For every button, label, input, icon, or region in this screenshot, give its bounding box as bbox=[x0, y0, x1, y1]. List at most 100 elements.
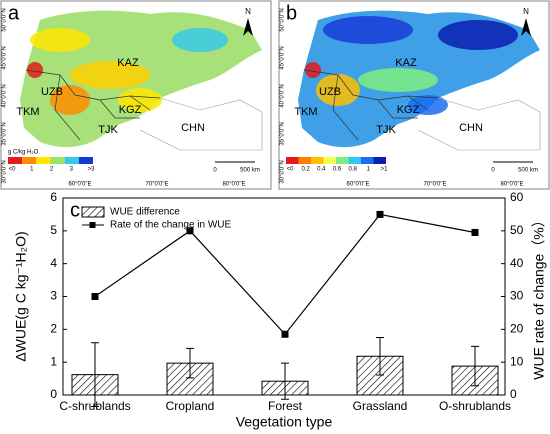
map-patch bbox=[323, 16, 413, 44]
lat-label: 45°0'0"N bbox=[2, 46, 8, 69]
country-label: UZB bbox=[319, 86, 341, 98]
legend-label: <0 bbox=[287, 167, 295, 173]
y2-tick-label: 0 bbox=[510, 387, 517, 401]
y2-tick-label: 10 bbox=[510, 354, 524, 368]
map-patch bbox=[172, 28, 228, 52]
map-patch bbox=[27, 62, 43, 78]
legend-swatch bbox=[323, 157, 336, 164]
lon-label: 70°0'0"E bbox=[145, 182, 168, 188]
map-patch bbox=[316, 74, 360, 106]
legend-label: 2 bbox=[50, 167, 54, 173]
country-label: CHN bbox=[181, 122, 205, 134]
y2-tick-label: 50 bbox=[510, 223, 524, 237]
y-axis-title: ΔWUE(g C kg⁻¹H₂O) bbox=[13, 231, 29, 361]
lon-label: 80°0'0"E bbox=[500, 182, 523, 188]
lon-label: 60°0'0"E bbox=[346, 182, 369, 188]
line-marker bbox=[281, 330, 289, 338]
y2-axis-title: WUE rate of change（%） bbox=[531, 213, 547, 380]
lat-label: 45°0'0"N bbox=[280, 46, 286, 69]
legend-swatch bbox=[336, 157, 349, 164]
x-tick-label: Grassland bbox=[353, 399, 408, 413]
map-patch bbox=[438, 20, 518, 50]
legend-marker bbox=[89, 222, 96, 228]
lat-label: 30°0'0"N bbox=[2, 160, 8, 183]
legend-swatch bbox=[64, 157, 79, 164]
country-label: TJK bbox=[98, 124, 118, 136]
error-bar bbox=[471, 345, 479, 387]
y2-tick-label: 20 bbox=[510, 322, 524, 336]
legend-label: >1 bbox=[381, 167, 389, 173]
error-bar bbox=[281, 362, 289, 400]
error-bar bbox=[91, 342, 99, 407]
country-label: KAZ bbox=[117, 57, 139, 69]
north-arrow bbox=[243, 18, 253, 36]
legend-swatch bbox=[298, 157, 311, 164]
error-bar bbox=[186, 347, 194, 379]
legend-swatch bbox=[348, 157, 361, 164]
lat-label: 35°0'0"N bbox=[280, 122, 286, 145]
line-marker bbox=[186, 227, 194, 235]
north-label: N bbox=[523, 7, 529, 16]
legend-swatch bbox=[78, 157, 93, 164]
y-tick-label: 0 bbox=[50, 387, 57, 401]
lat-label: 40°0'0"N bbox=[2, 84, 8, 107]
map-patch bbox=[70, 61, 150, 89]
north-label: N bbox=[245, 7, 251, 16]
country-label: TJK bbox=[376, 124, 396, 136]
lat-label: 50°0'0"N bbox=[280, 8, 286, 31]
legend-label: <0 bbox=[9, 167, 17, 173]
country-borders bbox=[303, 69, 439, 141]
lon-label: 80°0'0"E bbox=[222, 182, 245, 188]
map-patch bbox=[118, 88, 162, 112]
country-label: KAZ bbox=[395, 57, 417, 69]
y-tick-label: 2 bbox=[50, 322, 57, 336]
legend-label: 1 bbox=[30, 167, 34, 173]
country-label: CHN bbox=[459, 122, 483, 134]
error-bar bbox=[376, 337, 384, 376]
legend-label: Rate of the change in WUE bbox=[110, 220, 232, 231]
lat-label: 50°0'0"N bbox=[2, 8, 8, 31]
legend-label: 3 bbox=[70, 167, 74, 173]
y-tick-label: 3 bbox=[50, 289, 57, 303]
y-tick-label: 1 bbox=[50, 354, 57, 368]
y2-tick-label: 60 bbox=[510, 190, 524, 204]
y2-tick-label: 30 bbox=[510, 289, 524, 303]
legend-swatch bbox=[81, 206, 105, 218]
y-tick-label: 4 bbox=[50, 256, 57, 270]
line-marker bbox=[91, 293, 99, 300]
map-patch bbox=[305, 62, 321, 78]
legend-title: g C/kg H₂O bbox=[8, 150, 39, 156]
scale-label: 500 km bbox=[240, 168, 260, 174]
lat-label: 40°0'0"N bbox=[280, 84, 286, 107]
country-label: KGZ bbox=[397, 104, 420, 116]
lon-label: 60°0'0"E bbox=[68, 182, 91, 188]
map-patch bbox=[408, 95, 448, 115]
x-tick-label: O-shrublands bbox=[439, 399, 511, 413]
y-tick-label: 6 bbox=[50, 190, 57, 204]
country-label: KGZ bbox=[119, 104, 142, 116]
north-arrow bbox=[521, 18, 531, 36]
line-marker bbox=[471, 228, 479, 236]
panel-label: a bbox=[8, 2, 20, 24]
legend-swatch bbox=[50, 157, 65, 164]
country-label: TKM bbox=[294, 106, 317, 118]
scale-label: 0 bbox=[491, 168, 495, 174]
legend-label: >3 bbox=[88, 167, 96, 173]
map-patch bbox=[358, 68, 438, 92]
legend-swatch bbox=[373, 157, 386, 164]
y2-tick-label: 40 bbox=[510, 256, 524, 270]
legend-swatch bbox=[286, 157, 299, 164]
x-axis-title: Vegetation type bbox=[236, 414, 333, 430]
x-tick-label: Forest bbox=[268, 399, 303, 413]
legend-swatch bbox=[361, 157, 374, 164]
x-tick-label: Cropland bbox=[166, 399, 215, 413]
legend-label: 0.2 bbox=[301, 167, 310, 173]
lat-label: 30°0'0"N bbox=[280, 160, 286, 183]
legend-swatch bbox=[36, 157, 51, 164]
legend-label: 0.4 bbox=[317, 167, 326, 173]
legend-label: WUE difference bbox=[110, 207, 180, 218]
panel-label: b bbox=[286, 2, 297, 24]
